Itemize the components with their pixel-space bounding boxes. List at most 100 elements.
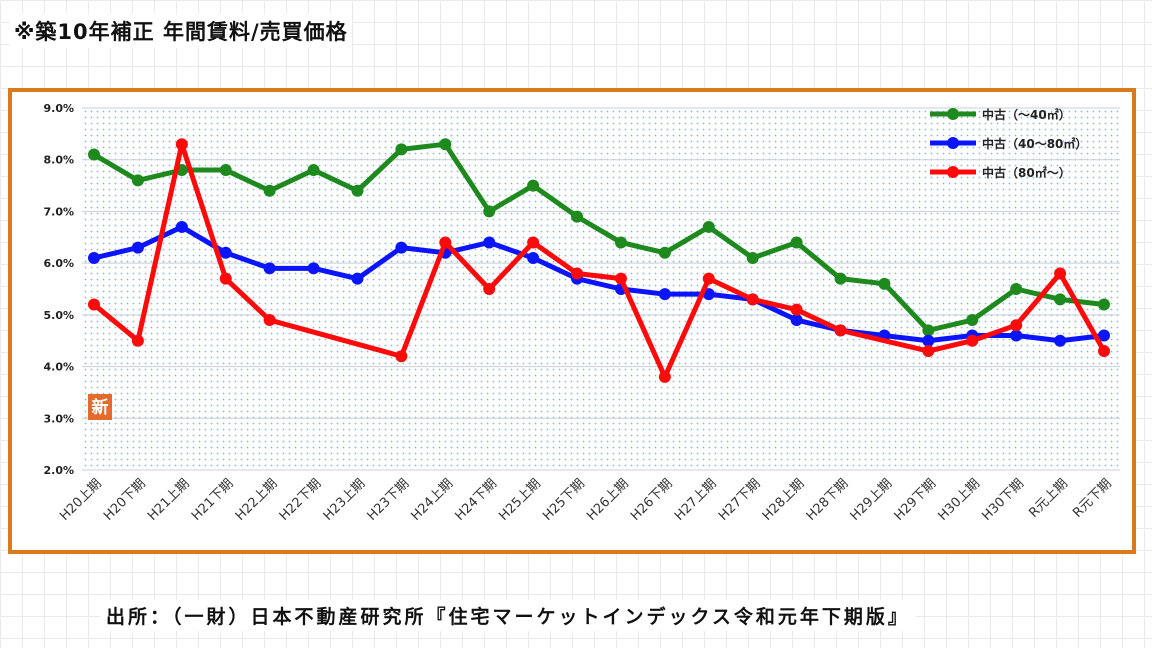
- x-tick-label: H27上期: [672, 476, 720, 524]
- data-point: [702, 220, 715, 233]
- data-point: [307, 262, 320, 275]
- x-tick-label: H26下期: [628, 476, 676, 524]
- data-point: [1010, 319, 1023, 332]
- legend-label: 中古（40～80㎡）: [982, 136, 1087, 151]
- y-tick-label: 2.0%: [43, 464, 74, 477]
- data-point: [131, 174, 144, 187]
- data-point: [702, 272, 715, 285]
- data-point: [395, 350, 408, 363]
- x-tick-label: H25下期: [540, 476, 588, 524]
- data-point: [527, 179, 540, 192]
- data-point: [1010, 283, 1023, 295]
- data-point: [658, 246, 671, 259]
- x-tick-label: H22上期: [233, 476, 281, 524]
- data-point: [263, 262, 276, 275]
- plot-area: [82, 108, 1120, 470]
- data-point: [307, 164, 320, 177]
- data-point: [658, 288, 671, 301]
- data-point: [614, 236, 627, 249]
- data-point: [219, 272, 232, 285]
- source-note: 出所：（一財）日本不動産研究所『住宅マーケットインデックス令和元年下期版』: [100, 600, 916, 631]
- legend-marker: [947, 166, 959, 178]
- x-tick-label: R元上期: [1026, 476, 1071, 521]
- data-point: [439, 138, 452, 151]
- x-tick-label: H23下期: [365, 476, 413, 524]
- legend-marker: [947, 137, 959, 149]
- data-point: [351, 272, 364, 285]
- y-tick-label: 3.0%: [43, 412, 74, 425]
- page-title: ※築10年補正 年間賃料/売買価格: [10, 14, 352, 48]
- data-point: [219, 164, 232, 177]
- series-line: [93, 224, 1105, 344]
- x-tick-label: H29上期: [848, 476, 896, 524]
- x-tick-label: H27下期: [716, 476, 764, 524]
- legend-label: 中古（80㎡～）: [982, 165, 1071, 180]
- y-tick-label: 8.0%: [43, 154, 74, 167]
- y-tick-label: 5.0%: [43, 309, 74, 322]
- x-tick-label: H21上期: [145, 476, 193, 524]
- data-point: [263, 184, 276, 197]
- data-point: [88, 298, 100, 311]
- data-point: [527, 251, 540, 264]
- data-point: [1054, 267, 1067, 280]
- line-chart: 2.0% 3.0% 4.0% 5.0% 6.0% 7.0% 8.0% 9.0% H20上期H20…: [43, 102, 1120, 524]
- x-tick-label: H30下期: [979, 476, 1027, 524]
- data-point: [131, 241, 144, 254]
- data-point: [790, 236, 803, 249]
- data-point: [1054, 334, 1067, 347]
- x-tick-label: H24上期: [409, 476, 457, 524]
- data-point: [395, 143, 408, 156]
- data-point: [834, 272, 847, 285]
- data-point: [1098, 345, 1110, 358]
- x-tick-label: H25上期: [496, 476, 544, 524]
- x-tick-label: H28下期: [804, 476, 852, 524]
- legend-label: 中古（～40㎡）: [982, 107, 1071, 122]
- data-point: [658, 370, 671, 383]
- data-point: [483, 236, 496, 249]
- data-point: [88, 251, 100, 264]
- data-point: [614, 272, 627, 285]
- data-point: [922, 324, 935, 337]
- y-tick-label: 6.0%: [43, 257, 74, 270]
- data-point: [1098, 329, 1110, 342]
- data-point: [351, 184, 364, 197]
- new-badge: [88, 394, 112, 420]
- data-point: [395, 241, 408, 254]
- data-point: [878, 277, 891, 290]
- x-tick-label: H22下期: [277, 476, 325, 524]
- data-point: [527, 236, 540, 249]
- y-tick-label: 9.0%: [43, 102, 74, 115]
- x-tick-label: H20下期: [101, 476, 149, 524]
- x-tick-label: R元下期: [1070, 476, 1115, 521]
- data-point: [966, 314, 979, 327]
- data-point: [175, 138, 188, 151]
- data-point: [571, 210, 584, 223]
- data-point: [834, 324, 847, 337]
- data-point: [483, 283, 496, 295]
- y-tick-label: 7.0%: [43, 205, 74, 218]
- data-point: [790, 303, 803, 316]
- data-point: [746, 293, 759, 306]
- data-point: [922, 334, 935, 347]
- x-tick-label: H24下期: [452, 476, 500, 524]
- data-point: [483, 205, 496, 218]
- data-point: [966, 334, 979, 347]
- x-tick-label: H29下期: [892, 476, 940, 524]
- data-point: [922, 345, 935, 358]
- data-point: [131, 334, 144, 347]
- data-point: [263, 314, 276, 327]
- data-point: [746, 251, 759, 264]
- data-point: [439, 236, 452, 249]
- legend-marker: [947, 108, 959, 120]
- data-point: [571, 267, 584, 280]
- data-point: [1098, 298, 1110, 311]
- data-point: [1010, 329, 1023, 342]
- data-point: [88, 148, 100, 161]
- new-badge-label: 新: [92, 397, 109, 418]
- x-tick-label: H30上期: [935, 476, 983, 524]
- data-point: [790, 314, 803, 327]
- x-tick-label: H20上期: [57, 476, 105, 524]
- data-point: [219, 246, 232, 259]
- x-tick-label: H21下期: [189, 476, 237, 524]
- data-point: [175, 220, 188, 233]
